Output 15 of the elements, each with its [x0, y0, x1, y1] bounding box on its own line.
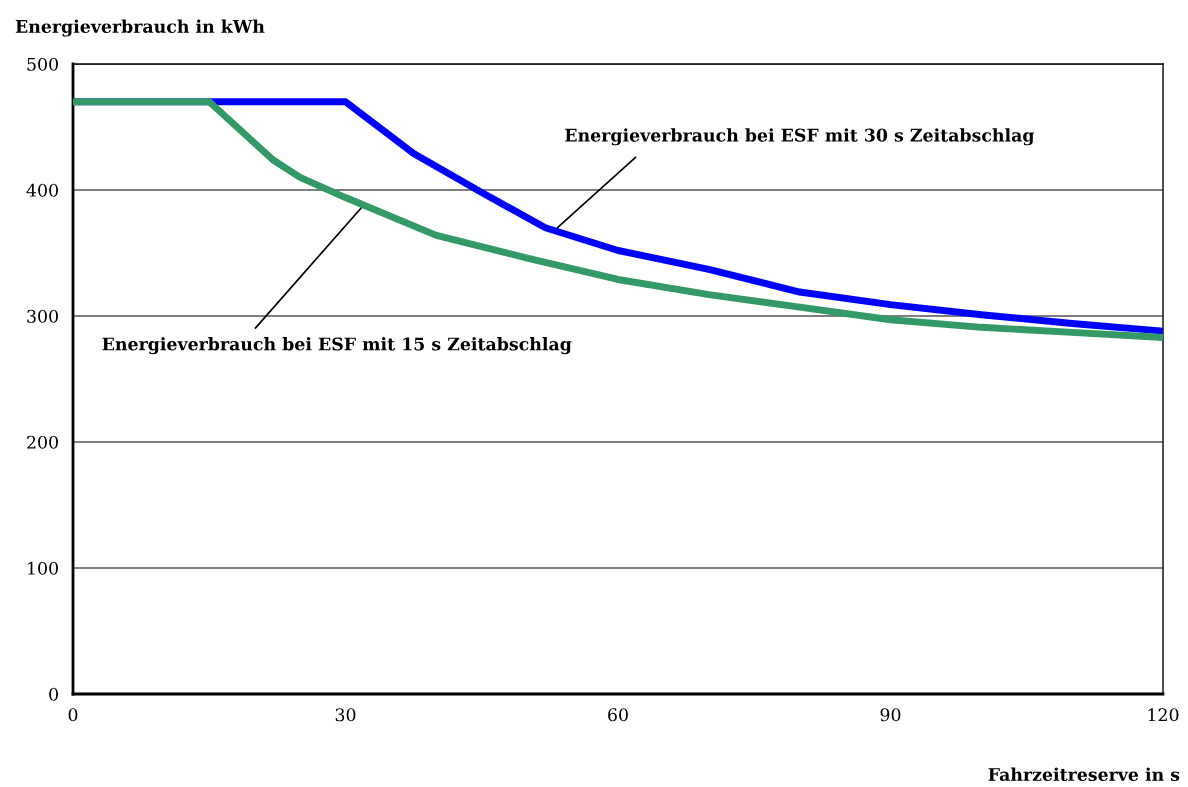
x-tick-label: 0 [68, 708, 78, 722]
y-tick-label: 400 [26, 183, 58, 197]
y-tick-label: 0 [49, 687, 58, 701]
x-axis-title: Fahrzeitreserve in s [988, 767, 1180, 782]
x-tick-label: 60 [608, 708, 628, 722]
x-tick-label: 30 [335, 708, 356, 722]
annotation: Energieverbrauch bei ESF mit 30 s Zeitabschlag [565, 128, 1035, 146]
annotation: Energieverbrauch bei ESF mit 15 s Zeitabschlag [102, 337, 572, 355]
x-tick-label: 90 [880, 708, 901, 722]
y-tick-label: 100 [28, 561, 58, 575]
y-tick-label: 300 [27, 309, 58, 323]
y-tick-label: 200 [27, 435, 58, 449]
y-axis-title: Energieverbrauch in kWh [15, 19, 265, 37]
y-tick-label: 500 [27, 57, 58, 71]
x-tick-label: 120 [1148, 708, 1179, 722]
